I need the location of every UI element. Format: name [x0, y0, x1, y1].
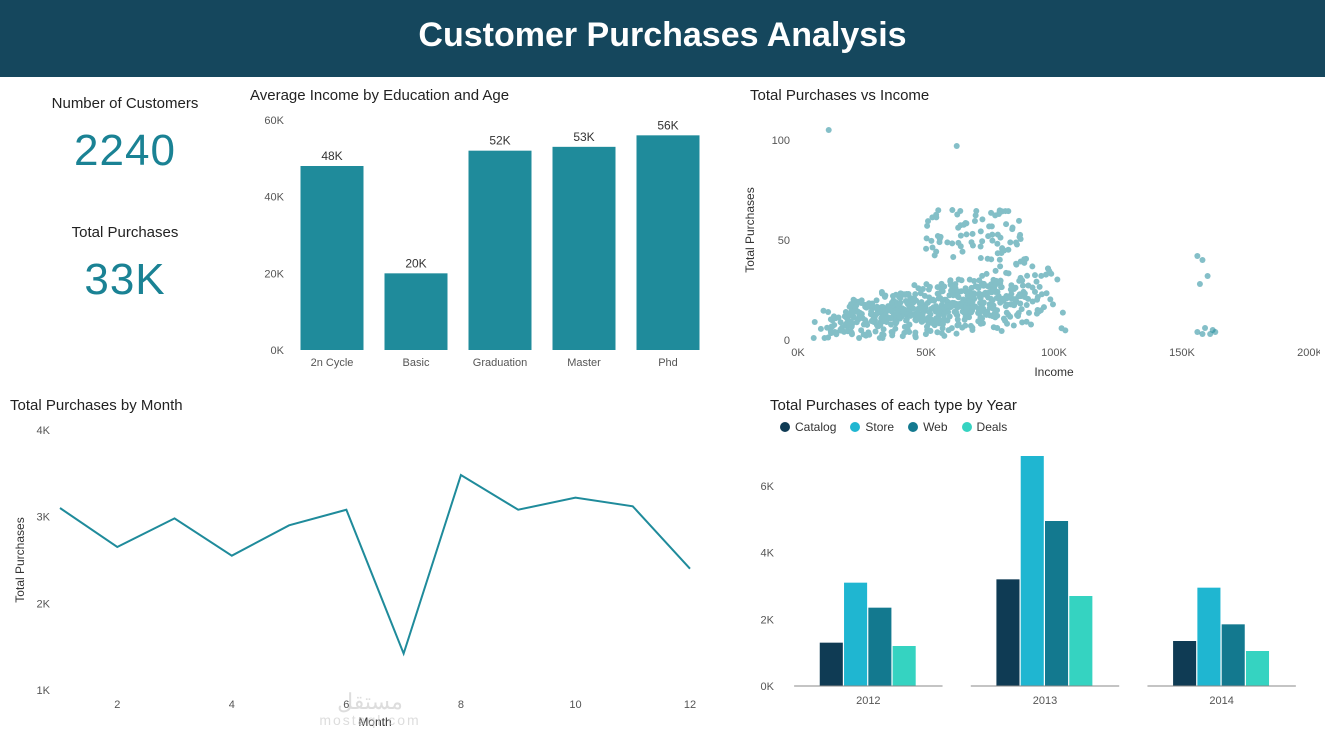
income-by-education-chart: 0K 20K 40K 60K 48K 2n Cycle 20K Basic 52K Graduat… [250, 110, 720, 380]
svg-text:60K: 60K [264, 115, 284, 127]
svg-text:20K: 20K [264, 268, 284, 280]
legend-label: Store [865, 420, 894, 434]
svg-text:Total Purchases: Total Purchases [13, 517, 27, 602]
legend-swatch [908, 422, 918, 432]
legend-item-store: Store [850, 420, 894, 434]
svg-text:53K: 53K [573, 130, 594, 144]
svg-text:150K: 150K [1169, 347, 1195, 359]
svg-text:Basic: Basic [403, 357, 430, 369]
legend-label: Deals [977, 420, 1008, 434]
svg-text:6K: 6K [761, 481, 775, 493]
svg-text:2014: 2014 [1209, 695, 1233, 707]
scatter-panel: Total Purchases vs Income 0K 50K 100K 150K 2… [740, 87, 1325, 387]
svg-text:12: 12 [684, 699, 696, 711]
svg-text:Graduation: Graduation [473, 357, 527, 369]
kpi-purchases-label: Total Purchases [10, 224, 240, 241]
svg-text:0K: 0K [271, 345, 285, 357]
svg-text:4K: 4K [37, 425, 51, 437]
legend-item-catalog: Catalog [780, 420, 836, 434]
svg-text:2K: 2K [761, 614, 775, 626]
scatter-chart: 0K 50K 100K 150K 200K 0 50 100 Income Total Purch… [740, 110, 1320, 380]
svg-text:2: 2 [114, 699, 120, 711]
svg-text:40K: 40K [264, 192, 284, 204]
line-panel: Total Purchases by Month 1K2K3K4K2468101… [10, 397, 730, 737]
svg-text:2013: 2013 [1033, 695, 1057, 707]
svg-text:20K: 20K [405, 256, 426, 270]
kpi-purchases: Total Purchases 33K [10, 216, 240, 305]
svg-text:Phd: Phd [658, 357, 678, 369]
watermark: مستقل mostaql.com [319, 691, 420, 727]
svg-text:100K: 100K [1041, 347, 1067, 359]
svg-text:200K: 200K [1297, 347, 1320, 359]
svg-text:56K: 56K [657, 118, 678, 132]
kpi-customers-value: 2240 [10, 126, 240, 176]
kpi-panel: Number of Customers 2240 Total Purchases… [10, 87, 240, 387]
svg-text:10: 10 [569, 699, 581, 711]
svg-text:8: 8 [458, 699, 464, 711]
dashboard-header: Customer Purchases Analysis [0, 0, 1325, 77]
svg-text:50: 50 [778, 235, 790, 247]
svg-text:48K: 48K [321, 149, 342, 163]
svg-text:50K: 50K [916, 347, 936, 359]
legend-swatch [850, 422, 860, 432]
grouped-bar-legend: Catalog Store Web Deals [780, 420, 1325, 434]
income-by-education-title: Average Income by Education and Age [250, 87, 730, 104]
svg-text:0: 0 [784, 335, 790, 347]
svg-text:3K: 3K [37, 512, 51, 524]
grouped-bar-title: Total Purchases of each type by Year [770, 397, 1325, 414]
svg-text:2n Cycle: 2n Cycle [311, 357, 354, 369]
svg-text:2012: 2012 [856, 695, 880, 707]
svg-text:Master: Master [567, 357, 601, 369]
svg-text:52K: 52K [489, 134, 510, 148]
svg-text:0K: 0K [791, 347, 805, 359]
grouped-bar-panel: Total Purchases of each type by Year Cat… [740, 397, 1325, 737]
legend-label: Web [923, 420, 947, 434]
svg-text:2K: 2K [37, 598, 51, 610]
watermark-top: مستقل [319, 691, 420, 713]
dashboard-title: Customer Purchases Analysis [418, 16, 906, 54]
line-chart: 1K2K3K4K24681012MonthTotal Purchases [10, 420, 710, 730]
scatter-title: Total Purchases vs Income [750, 87, 1325, 104]
kpi-purchases-value: 33K [10, 255, 240, 305]
svg-text:100: 100 [772, 135, 790, 147]
grouped-bar-chart: 0K 2K 4K 6K 2012 2013 2014 [740, 436, 1320, 716]
income-by-education-panel: Average Income by Education and Age 0K 20… [250, 87, 730, 387]
kpi-customers: Number of Customers 2240 [10, 87, 240, 176]
legend-item-deals: Deals [962, 420, 1008, 434]
svg-text:Income: Income [1034, 365, 1074, 379]
legend-item-web: Web [908, 420, 947, 434]
legend-swatch [780, 422, 790, 432]
svg-text:4: 4 [229, 699, 235, 711]
legend-label: Catalog [795, 420, 836, 434]
dashboard-grid: Number of Customers 2240 Total Purchases… [0, 77, 1325, 737]
svg-text:4K: 4K [761, 548, 775, 560]
svg-text:1K: 1K [37, 685, 51, 697]
watermark-bottom: mostaql.com [319, 713, 420, 727]
svg-text:0K: 0K [761, 681, 775, 693]
legend-swatch [962, 422, 972, 432]
line-title: Total Purchases by Month [10, 397, 730, 414]
svg-text:Total Purchases: Total Purchases [743, 187, 757, 272]
kpi-customers-label: Number of Customers [10, 95, 240, 112]
